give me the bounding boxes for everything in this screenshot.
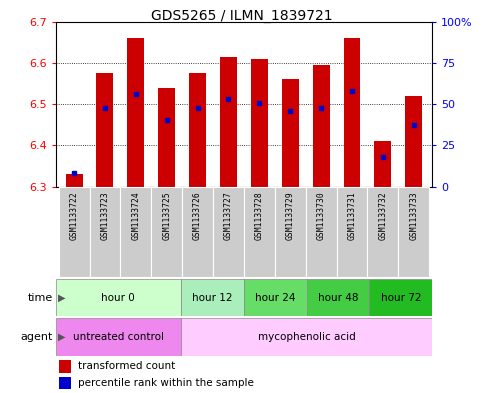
- Bar: [369, 279, 432, 316]
- Text: time: time: [28, 293, 53, 303]
- Bar: [56, 279, 181, 316]
- Text: GDS5265 / ILMN_1839721: GDS5265 / ILMN_1839721: [151, 9, 332, 23]
- Bar: [368, 187, 398, 277]
- Bar: [120, 187, 151, 277]
- Text: ▶: ▶: [58, 332, 66, 342]
- Text: GSM1133728: GSM1133728: [255, 191, 264, 240]
- Bar: [405, 96, 422, 187]
- Bar: [275, 187, 306, 277]
- Text: ▶: ▶: [58, 293, 66, 303]
- Bar: [398, 187, 429, 277]
- Bar: [66, 174, 83, 187]
- Text: GSM1133733: GSM1133733: [409, 191, 418, 240]
- Text: GSM1133725: GSM1133725: [162, 191, 171, 240]
- Text: GSM1133726: GSM1133726: [193, 191, 202, 240]
- Bar: [151, 187, 182, 277]
- Text: mycophenolic acid: mycophenolic acid: [258, 332, 355, 342]
- Bar: [128, 38, 144, 187]
- Text: GSM1133727: GSM1133727: [224, 191, 233, 240]
- Bar: [244, 187, 275, 277]
- Text: untreated control: untreated control: [73, 332, 164, 342]
- Text: hour 0: hour 0: [101, 293, 135, 303]
- Bar: [374, 141, 391, 187]
- Bar: [182, 187, 213, 277]
- Bar: [97, 73, 114, 187]
- Text: GSM1133724: GSM1133724: [131, 191, 141, 240]
- Bar: [59, 360, 71, 373]
- Bar: [181, 279, 244, 316]
- Bar: [251, 59, 268, 187]
- Text: GSM1133722: GSM1133722: [70, 191, 79, 240]
- Text: percentile rank within the sample: percentile rank within the sample: [78, 378, 254, 388]
- Bar: [313, 65, 329, 187]
- Bar: [158, 88, 175, 187]
- Text: transformed count: transformed count: [78, 361, 175, 371]
- Text: agent: agent: [21, 332, 53, 342]
- Bar: [58, 187, 89, 277]
- Text: GSM1133730: GSM1133730: [317, 191, 326, 240]
- Text: GSM1133729: GSM1133729: [286, 191, 295, 240]
- Bar: [306, 187, 337, 277]
- Text: GSM1133723: GSM1133723: [100, 191, 110, 240]
- Text: hour 24: hour 24: [255, 293, 296, 303]
- Bar: [56, 318, 181, 356]
- Bar: [282, 79, 298, 187]
- Text: GSM1133732: GSM1133732: [378, 191, 387, 240]
- Bar: [244, 279, 307, 316]
- Bar: [337, 187, 368, 277]
- Bar: [213, 187, 244, 277]
- Bar: [307, 279, 369, 316]
- Bar: [89, 187, 120, 277]
- Bar: [220, 57, 237, 187]
- Text: hour 48: hour 48: [318, 293, 358, 303]
- Bar: [189, 73, 206, 187]
- Bar: [181, 318, 432, 356]
- Text: hour 72: hour 72: [381, 293, 421, 303]
- Text: GSM1133731: GSM1133731: [347, 191, 356, 240]
- Bar: [59, 376, 71, 389]
- Bar: [343, 38, 360, 187]
- Text: hour 12: hour 12: [192, 293, 233, 303]
